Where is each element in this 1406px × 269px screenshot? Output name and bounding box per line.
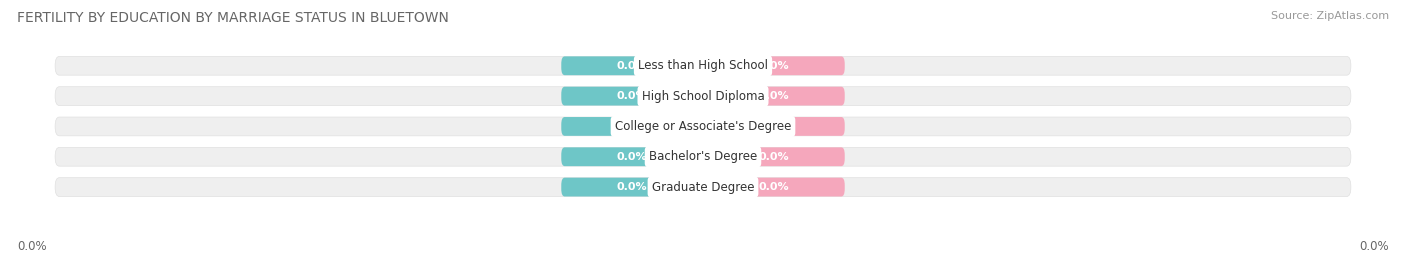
FancyBboxPatch shape (561, 117, 703, 136)
Text: Source: ZipAtlas.com: Source: ZipAtlas.com (1271, 11, 1389, 21)
Text: 0.0%: 0.0% (617, 121, 647, 132)
Text: 0.0%: 0.0% (759, 121, 789, 132)
Text: 0.0%: 0.0% (17, 240, 46, 253)
Text: Bachelor's Degree: Bachelor's Degree (650, 150, 756, 163)
FancyBboxPatch shape (703, 178, 845, 196)
FancyBboxPatch shape (703, 56, 845, 75)
Text: 0.0%: 0.0% (759, 91, 789, 101)
FancyBboxPatch shape (55, 56, 1351, 75)
FancyBboxPatch shape (561, 178, 703, 196)
Text: 0.0%: 0.0% (617, 91, 647, 101)
FancyBboxPatch shape (561, 147, 703, 166)
FancyBboxPatch shape (561, 56, 703, 75)
Text: 0.0%: 0.0% (617, 182, 647, 192)
Text: 0.0%: 0.0% (759, 182, 789, 192)
Text: 0.0%: 0.0% (759, 152, 789, 162)
FancyBboxPatch shape (703, 87, 845, 105)
Text: 0.0%: 0.0% (617, 152, 647, 162)
FancyBboxPatch shape (55, 117, 1351, 136)
Text: FERTILITY BY EDUCATION BY MARRIAGE STATUS IN BLUETOWN: FERTILITY BY EDUCATION BY MARRIAGE STATU… (17, 11, 449, 25)
Text: 0.0%: 0.0% (1360, 240, 1389, 253)
FancyBboxPatch shape (55, 87, 1351, 105)
Text: Less than High School: Less than High School (638, 59, 768, 72)
Text: High School Diploma: High School Diploma (641, 90, 765, 102)
FancyBboxPatch shape (703, 117, 845, 136)
FancyBboxPatch shape (703, 147, 845, 166)
FancyBboxPatch shape (561, 87, 703, 105)
FancyBboxPatch shape (55, 147, 1351, 166)
Legend: Married, Unmarried: Married, Unmarried (613, 267, 793, 269)
Text: Graduate Degree: Graduate Degree (652, 180, 754, 194)
FancyBboxPatch shape (55, 178, 1351, 196)
Text: 0.0%: 0.0% (617, 61, 647, 71)
Text: 0.0%: 0.0% (759, 61, 789, 71)
Text: College or Associate's Degree: College or Associate's Degree (614, 120, 792, 133)
